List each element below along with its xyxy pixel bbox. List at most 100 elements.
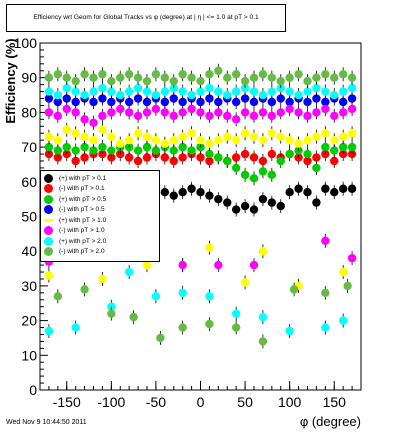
legend-label: (+) with pT > 0.1 [59, 174, 107, 182]
data-point [205, 149, 214, 159]
data-point [89, 97, 98, 107]
data-point [116, 139, 125, 148]
data-point [98, 111, 107, 121]
data-point [80, 90, 89, 100]
data-point [169, 76, 178, 86]
data-point [205, 94, 214, 103]
data-point [347, 253, 357, 263]
data-point [267, 149, 277, 159]
data-point [240, 170, 250, 180]
data-point [98, 70, 107, 79]
data-point [196, 153, 205, 162]
data-point [312, 83, 321, 93]
legend-entry: (+) with pT > 2.0 [44, 236, 157, 247]
data-point [98, 125, 107, 134]
data-point [71, 76, 80, 86]
data-point [71, 156, 80, 166]
legend-entry: (+) with pT > 1.0 [44, 215, 157, 226]
data-point [107, 76, 116, 86]
data-point [178, 132, 187, 141]
y-tick-label: 70 [21, 139, 37, 155]
data-point [285, 87, 294, 96]
data-point [321, 236, 330, 245]
data-point [330, 146, 339, 155]
data-point [142, 132, 152, 141]
data-point [196, 76, 205, 86]
data-point [347, 83, 357, 93]
data-point [249, 132, 259, 141]
data-point [338, 87, 348, 96]
data-point [89, 73, 98, 82]
data-point [258, 70, 268, 79]
data-point [160, 153, 170, 162]
data-point [343, 281, 352, 291]
data-point [231, 87, 241, 96]
data-point [214, 87, 223, 96]
data-point [312, 153, 321, 162]
data-point [223, 73, 232, 82]
data-point [160, 108, 170, 117]
data-point [347, 73, 357, 82]
data-point [142, 142, 152, 152]
data-point [124, 267, 134, 277]
x-tick-label: -50 [146, 394, 166, 410]
data-point [196, 108, 205, 117]
data-point [231, 115, 241, 124]
data-point [249, 153, 259, 162]
data-point [249, 73, 259, 82]
data-point [142, 108, 152, 117]
data-point [240, 149, 250, 159]
data-point [160, 73, 170, 82]
legend-label: (+) with pT > 2.0 [59, 237, 107, 245]
data-point [151, 292, 161, 301]
data-point [312, 163, 321, 173]
legend-label: (-) with pT > 0.1 [59, 185, 105, 193]
data-point [330, 111, 339, 121]
data-point [231, 70, 241, 79]
data-point [116, 73, 125, 82]
data-point [249, 260, 259, 270]
data-point [124, 108, 134, 117]
data-point [321, 323, 330, 332]
data-point [169, 191, 178, 200]
legend-marker [44, 219, 53, 222]
data-point [107, 87, 116, 96]
data-point [267, 87, 277, 96]
tick-labels: 0 10 20 30 40 50 60 70 80 90 100 -150 -100 -50 0 50 100 1… [14, 35, 347, 410]
legend-entry: (-) with pT > 2.0 [44, 247, 157, 258]
data-point [107, 309, 116, 318]
y-tick-label: 80 [21, 104, 37, 120]
data-point [258, 337, 268, 346]
x-tick-label: 50 [237, 394, 253, 410]
data-point [133, 94, 143, 103]
data-point [196, 188, 205, 197]
data-point [205, 111, 214, 121]
data-point [258, 312, 268, 322]
data-point [276, 132, 285, 141]
data-point [160, 139, 170, 148]
data-point [178, 288, 187, 298]
data-point [178, 188, 187, 197]
legend-marker [44, 194, 53, 204]
data-point [338, 132, 348, 141]
data-point [124, 135, 134, 145]
data-point [330, 188, 339, 197]
data-point [231, 135, 241, 145]
data-point [107, 146, 116, 155]
data-point [214, 108, 223, 117]
data-point [187, 90, 196, 100]
legend-entry: (-) with pT > 1.0 [44, 226, 157, 237]
data-point [124, 153, 134, 162]
data-point [294, 108, 303, 117]
data-point [267, 73, 277, 82]
data-point [151, 135, 161, 145]
data-point [169, 146, 178, 155]
data-point [151, 90, 161, 100]
data-point [321, 87, 330, 96]
data-point [71, 87, 80, 96]
data-point [223, 132, 232, 141]
data-point [258, 194, 268, 204]
data-point [347, 94, 357, 103]
data-point [178, 323, 187, 332]
data-point [267, 97, 277, 107]
